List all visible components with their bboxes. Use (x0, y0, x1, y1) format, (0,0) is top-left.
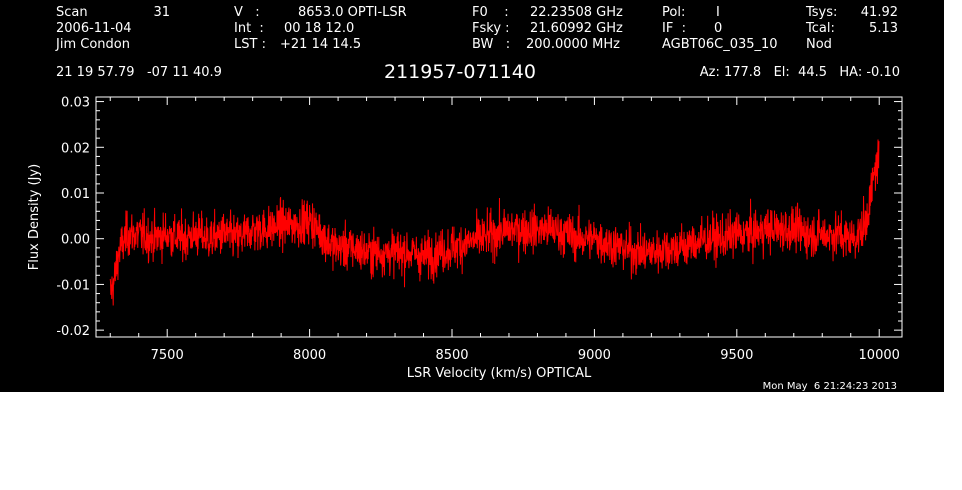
x-tick-label: 9000 (578, 348, 611, 363)
polarization-label: Pol: (662, 5, 686, 20)
sky-frequency-label: Fsky : (472, 21, 510, 36)
y-axis-title: Flux Density (Jy) (27, 164, 42, 270)
bandwidth-label: BW : (472, 37, 511, 52)
polarization-value: I (716, 5, 720, 20)
rest-frequency-value: 22.23508 GHz (530, 5, 623, 20)
integration-label: Int : (234, 21, 264, 36)
scan-label: Scan (56, 5, 88, 20)
source-coordinates: 21 19 57.79 -07 11 40.9 (56, 65, 222, 80)
y-tick-label: 0.00 (61, 233, 90, 248)
switching-mode: Nod (806, 37, 832, 52)
x-tick-label: 8000 (293, 348, 326, 363)
scan-number: 31 (153, 5, 170, 20)
tsys-label: Tsys: (806, 5, 838, 20)
tcal-label: Tcal: (806, 21, 835, 36)
bandwidth-value: 200.0000 MHz (526, 37, 620, 52)
x-tick-label: 9500 (720, 348, 753, 363)
spectrum-window: Scan 31 2006-11-04 Jim Condon V : 8653.0… (0, 0, 944, 392)
spectrum-line (109, 139, 880, 306)
velocity-label: V : (234, 5, 260, 20)
spectrum-plot: 7500 8000 8500 9000 9500 10000 -0.02 -0.01 0.00 0… (27, 96, 903, 381)
project-id: AGBT06C_035_10 (662, 37, 778, 52)
y-tick-label: -0.02 (56, 324, 90, 339)
y-tick-label: -0.01 (56, 278, 90, 293)
lst-value: +21 14 14.5 (280, 37, 362, 52)
x-tick-label: 8500 (435, 348, 468, 363)
if-value: 0 (714, 21, 723, 36)
plot-frame (95, 96, 903, 338)
tcal-value: 5.13 (869, 21, 898, 36)
integration-value: 00 18 12.0 (284, 21, 355, 36)
rest-frequency-label: F0 : (472, 5, 509, 20)
velocity-value: 8653.0 OPTI-LSR (298, 5, 407, 20)
x-tick-label: 7500 (151, 348, 184, 363)
y-tick-label: 0.01 (61, 187, 90, 202)
plot-timestamp: Mon May 6 21:24:23 2013 (762, 381, 897, 392)
x-axis-title: LSR Velocity (km/s) OPTICAL (407, 366, 592, 381)
y-tick-label: 0.02 (61, 141, 90, 156)
observer-name: Jim Condon (56, 37, 130, 52)
if-label: IF : (662, 21, 686, 36)
x-tick-label: 10000 (859, 348, 900, 363)
sky-frequency-value: 21.60992 GHz (530, 21, 623, 36)
source-name: 211957-071140 (384, 61, 536, 83)
tsys-value: 41.92 (860, 5, 898, 20)
lst-label: LST : (234, 37, 266, 52)
observation-date: 2006-11-04 (56, 21, 132, 36)
y-tick-label: 0.03 (61, 96, 90, 111)
pointing-info: Az: 177.8 El: 44.5 HA: -0.10 (699, 65, 900, 80)
